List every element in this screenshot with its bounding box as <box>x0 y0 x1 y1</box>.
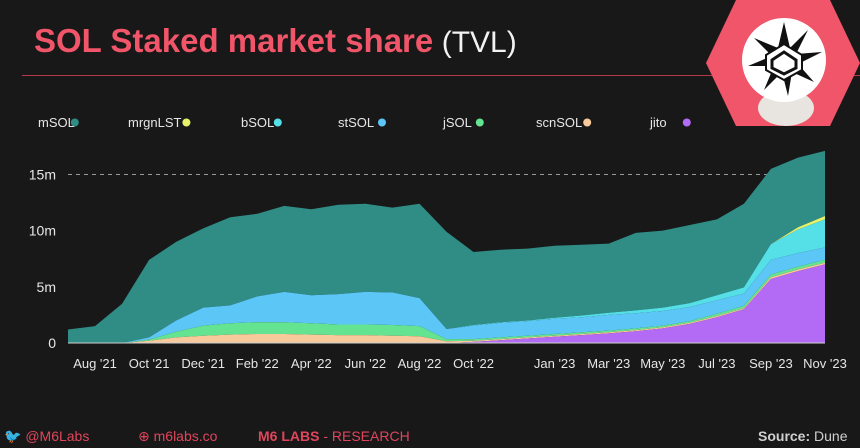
x-tick-label: Sep '23 <box>749 356 793 371</box>
twitter-link[interactable]: 🐦 @M6Labs <box>4 428 89 445</box>
twitter-handle: @M6Labs <box>25 428 90 444</box>
source-line: Source: Dune <box>758 428 847 444</box>
x-tick-label: Oct '21 <box>129 356 170 371</box>
x-axis: Aug '21 Oct '21 Dec '21 Feb '22 Apr '22 Jun '… <box>73 356 847 371</box>
x-tick-label: Jul '23 <box>698 356 735 371</box>
legend-dot-jsol <box>475 118 484 127</box>
y-tick-label: 5m <box>37 279 56 295</box>
legend-dot-stsol <box>378 118 386 127</box>
website-text: m6labs.co <box>153 428 218 444</box>
title-divider <box>22 75 860 76</box>
chart-legend: mSOL mrgnLST bSOL stSOL jSOL scnSOL jito <box>38 115 691 130</box>
x-tick-label: Oct '22 <box>453 356 494 371</box>
source-label: Source: <box>758 428 811 444</box>
area-stsol <box>68 247 825 343</box>
brand-name: M6 LABS <box>258 428 320 444</box>
legend-label-stsol: stSOL <box>338 115 374 130</box>
x-tick-label: Aug '21 <box>73 356 117 371</box>
y-tick-label: 10m <box>29 223 56 239</box>
website-link[interactable]: ⊕ m6labs.co <box>138 428 217 445</box>
legend-dot-jito <box>682 118 691 127</box>
legend-dot-mrgnlst <box>182 118 191 127</box>
legend-label-jsol: jSOL <box>442 115 472 130</box>
x-tick-label: May '23 <box>640 356 685 371</box>
area-jito <box>68 264 825 343</box>
legend-label-msol: mSOL <box>38 115 75 130</box>
globe-icon: ⊕ <box>138 428 150 444</box>
area-jsol <box>68 259 825 343</box>
stacked-area-chart: mSOL mrgnLST bSOL stSOL jSOL scnSOL jito 0 5m 10… <box>29 115 847 371</box>
x-tick-label: Jan '23 <box>534 356 576 371</box>
x-tick-label: Feb '22 <box>236 356 279 371</box>
legend-label-scnsol: scnSOL <box>536 115 582 130</box>
legend-dot-scnsol <box>583 118 592 127</box>
area-msol <box>68 150 825 343</box>
brand-line: M6 LABS - RESEARCH <box>258 428 410 444</box>
source-value: Dune <box>814 428 848 444</box>
twitter-icon: 🐦 <box>4 428 22 444</box>
x-tick-label: Dec '21 <box>181 356 225 371</box>
y-tick-label: 15m <box>29 166 56 182</box>
legend-dot-msol <box>70 118 79 127</box>
title-main: SOL Staked market share <box>34 22 434 59</box>
title-sub: (TVL) <box>441 26 517 59</box>
legend-label-bsol: bSOL <box>241 115 274 130</box>
x-tick-label: Mar '23 <box>587 356 630 371</box>
x-tick-label: Jun '22 <box>345 356 387 371</box>
legend-label-jito: jito <box>649 115 667 130</box>
legend-label-mrgnlst: mrgnLST <box>128 115 182 130</box>
area-bsol <box>68 219 825 343</box>
y-axis: 0 5m 10m 15m <box>29 166 825 351</box>
legend-dot-bsol <box>273 118 282 127</box>
x-tick-label: Aug '22 <box>398 356 442 371</box>
brand-section: - RESEARCH <box>319 428 410 444</box>
chart-areas <box>68 150 825 343</box>
y-tick-label: 0 <box>48 335 56 351</box>
m6-logo <box>706 0 860 126</box>
footer: 🐦 @M6Labs ⊕ m6labs.co M6 LABS - RESEARCH… <box>0 422 860 448</box>
x-tick-label: Nov '23 <box>803 356 847 371</box>
chart-title: SOL Staked market share (TVL) <box>34 22 517 60</box>
x-tick-label: Apr '22 <box>291 356 332 371</box>
